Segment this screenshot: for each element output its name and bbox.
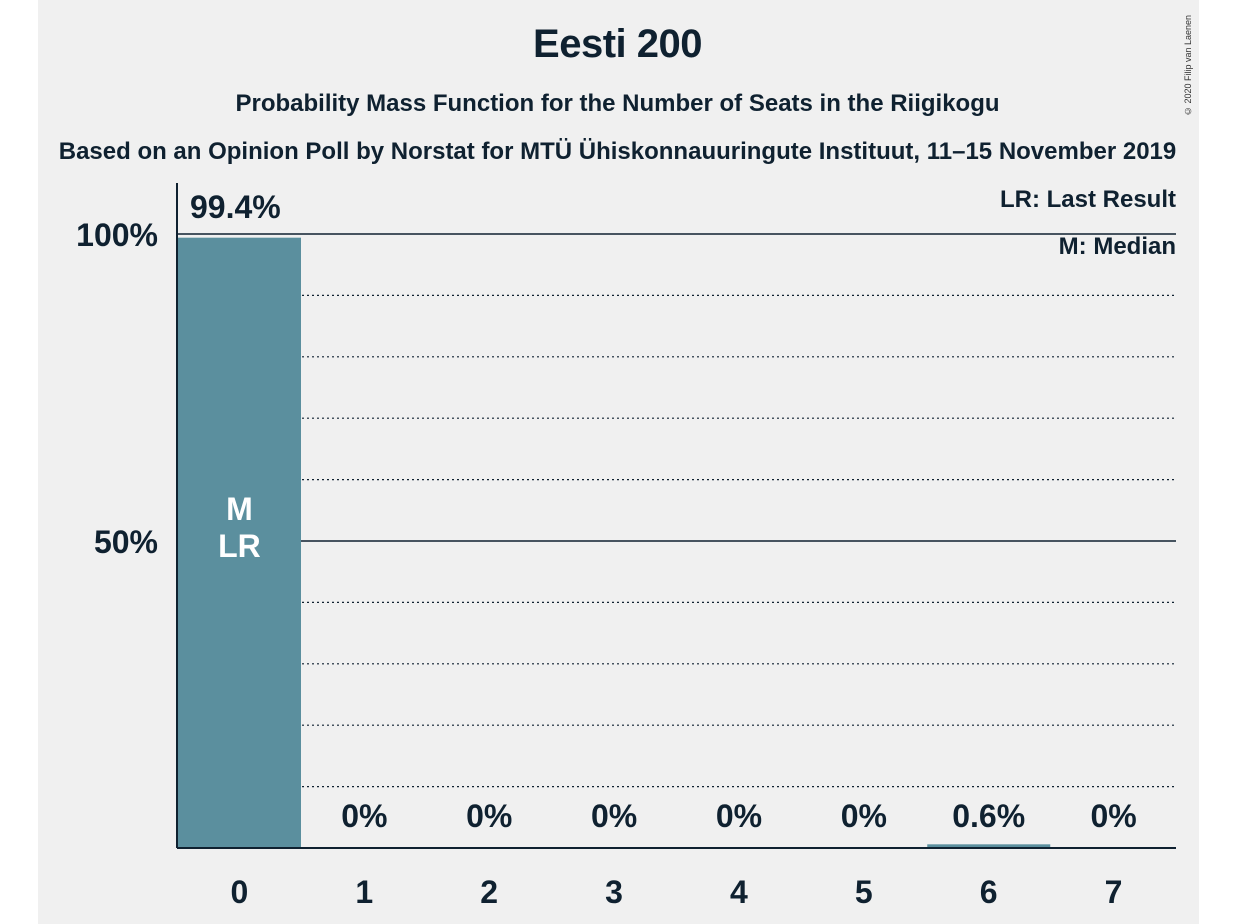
value-label-5: 0% [841,798,887,834]
chart-source: Based on an Opinion Poll by Norstat for … [58,138,1177,165]
x-tick-label-7: 7 [1105,874,1123,910]
value-label-3: 0% [591,798,637,834]
value-label-2: 0% [466,798,512,834]
y-tick-label-100: 100% [76,217,158,253]
x-tick-label-2: 2 [480,874,498,910]
legend-median: M: Median [1058,233,1176,260]
value-label-7: 0% [1090,798,1136,834]
value-label-0: 99.4% [190,189,281,225]
value-label-4: 0% [716,798,762,834]
x-tick-label-6: 6 [980,874,998,910]
bar-marker-lr: LR [218,528,261,564]
bar-6 [927,844,1051,848]
x-tick-label-0: 0 [231,874,249,910]
value-label-1: 0% [341,798,387,834]
x-tick-label-3: 3 [605,874,623,910]
value-label-6: 0.6% [952,798,1025,834]
bar-0 [178,237,301,848]
x-tick-label-4: 4 [730,874,748,910]
x-tick-label-5: 5 [855,874,873,910]
bar-marker-m: M [226,491,253,527]
legend-last-result: LR: Last Result [999,186,1176,213]
y-tick-label-50: 50% [94,524,158,560]
chart-title: Eesti 200 [533,22,702,66]
x-tick-label-1: 1 [355,874,373,910]
chart-subtitle: Probability Mass Function for the Number… [235,90,1000,117]
